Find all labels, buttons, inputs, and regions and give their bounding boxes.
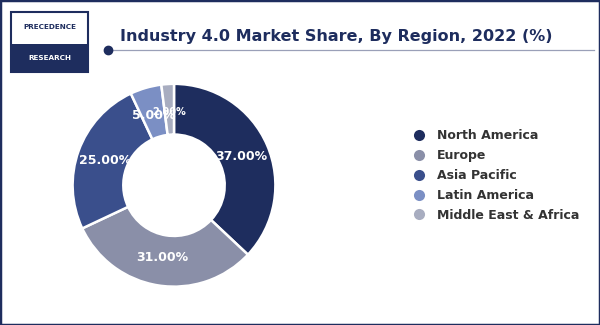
Wedge shape	[174, 84, 275, 255]
Text: 2.00%: 2.00%	[152, 107, 186, 117]
Legend: North America, Europe, Asia Pacific, Latin America, Middle East & Africa: North America, Europe, Asia Pacific, Lat…	[401, 124, 585, 227]
Wedge shape	[161, 84, 174, 135]
Text: PRECEDENCE: PRECEDENCE	[23, 24, 76, 30]
Wedge shape	[82, 207, 248, 287]
Text: 37.00%: 37.00%	[215, 150, 267, 163]
Text: 31.00%: 31.00%	[137, 251, 188, 264]
Text: 25.00%: 25.00%	[79, 154, 131, 167]
Text: Industry 4.0 Market Share, By Region, 2022 (%): Industry 4.0 Market Share, By Region, 20…	[120, 29, 552, 44]
FancyBboxPatch shape	[11, 44, 88, 72]
Text: 5.00%: 5.00%	[132, 109, 175, 122]
Wedge shape	[73, 94, 152, 228]
Wedge shape	[131, 84, 167, 139]
Text: RESEARCH: RESEARCH	[28, 55, 71, 61]
FancyBboxPatch shape	[11, 12, 88, 72]
